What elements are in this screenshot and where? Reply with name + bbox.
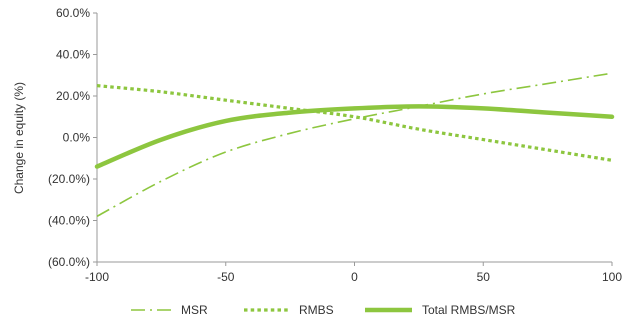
series-line-total-rmbs-msr	[94, 104, 615, 169]
legend-label-total-rmbs-msr: Total RMBS/MSR	[422, 303, 516, 317]
y-axis-label: Change in equity (%)	[12, 82, 26, 194]
x-tick-label: -50	[217, 270, 235, 284]
x-tick-label: 50	[477, 270, 491, 284]
y-tick-label: (40.0%)	[48, 214, 90, 228]
y-tick-label: 60.0%	[56, 6, 90, 20]
series-line-rmbs	[96, 84, 613, 162]
y-tick-label: 20.0%	[56, 89, 90, 103]
y-tick-label: (60.0%)	[48, 255, 90, 269]
legend-label-msr: MSR	[181, 303, 208, 317]
x-tick-label: 100	[602, 270, 622, 284]
x-tick-label: 0	[351, 270, 358, 284]
x-tick-label: -100	[85, 270, 109, 284]
y-tick-label: 0.0%	[63, 131, 91, 145]
y-tick-label: 40.0%	[56, 48, 90, 62]
y-tick-label: (20.0%)	[48, 172, 90, 186]
legend-label-rmbs: RMBS	[299, 303, 334, 317]
series-line-msr	[96, 72, 613, 218]
